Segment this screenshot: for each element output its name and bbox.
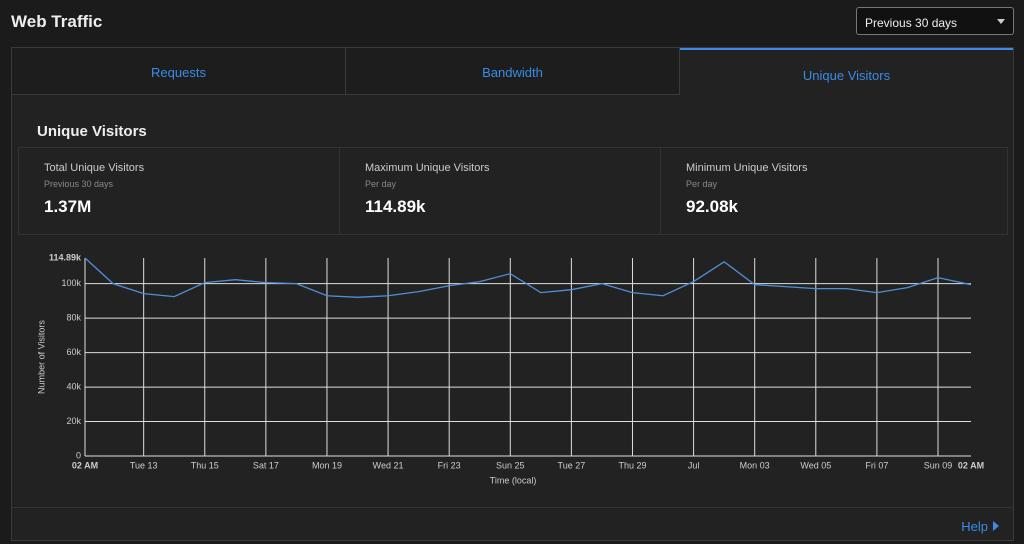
x-tick-label: 02 AM [72, 460, 98, 470]
x-tick-label: Wed 21 [373, 460, 404, 470]
x-tick-label: Sun 25 [496, 460, 525, 470]
x-tick-label: Mon 03 [740, 460, 770, 470]
x-tick-label: Tue 13 [130, 460, 158, 470]
y-tick-label: 20k [66, 416, 81, 426]
stat-sub: Per day [365, 179, 397, 189]
stat-label: Maximum Unique Visitors [365, 162, 490, 174]
y-tick-label: 60k [66, 347, 81, 357]
x-tick-label: 02 AM [958, 460, 984, 470]
x-tick-label: Sat 17 [253, 460, 279, 470]
tab-active[interactable]: Unique Visitors [680, 48, 1013, 95]
x-tick-label: Sun 09 [924, 460, 953, 470]
y-tick-label: 100k [61, 278, 81, 288]
x-tick-label: Thu 29 [618, 460, 646, 470]
y-tick-label: 0 [76, 450, 81, 460]
range-select[interactable]: Previous 30 days [856, 7, 1014, 35]
stat-label: Minimum Unique Visitors [686, 162, 808, 174]
stat-sub: Per day [686, 179, 718, 189]
x-tick-label: Jul [688, 460, 700, 470]
page-title: Web Traffic [11, 12, 103, 31]
panel: Requests Bandwidth Unique Visitors Uniqu… [11, 47, 1014, 541]
x-tick-label: Thu 15 [191, 460, 219, 470]
section-title: Unique Visitors [37, 123, 147, 140]
stat-card: Maximum Unique Visitors Per day 114.89k [339, 147, 661, 235]
y-tick-label: 80k [66, 313, 81, 323]
x-tick-label: Wed 05 [800, 460, 831, 470]
stat-card: Minimum Unique Visitors Per day 92.08k [660, 147, 1008, 235]
x-axis-label: Time (local) [490, 475, 537, 485]
stat-label: Total Unique Visitors [44, 162, 145, 174]
series-line [84, 257, 972, 298]
stat-value: 114.89k [365, 197, 426, 216]
stat-sub: Previous 30 days [44, 179, 114, 189]
tab[interactable]: Bandwidth [346, 48, 680, 95]
stat-value: 92.08k [686, 197, 738, 216]
stat-value: 1.37M [44, 197, 92, 216]
y-axis-label: Number of Visitors [36, 320, 46, 394]
x-tick-label: Fri 07 [865, 460, 888, 470]
x-tick-label: Fri 23 [438, 460, 461, 470]
y-tick-label: 114.89k [49, 252, 82, 262]
panel-footer: Help [12, 507, 1013, 541]
tab[interactable]: Requests [12, 48, 346, 95]
x-tick-label: Mon 19 [312, 460, 342, 470]
y-tick-label: 40k [66, 381, 81, 391]
x-tick-label: Tue 27 [558, 460, 586, 470]
help-link[interactable]: Help [961, 519, 999, 534]
